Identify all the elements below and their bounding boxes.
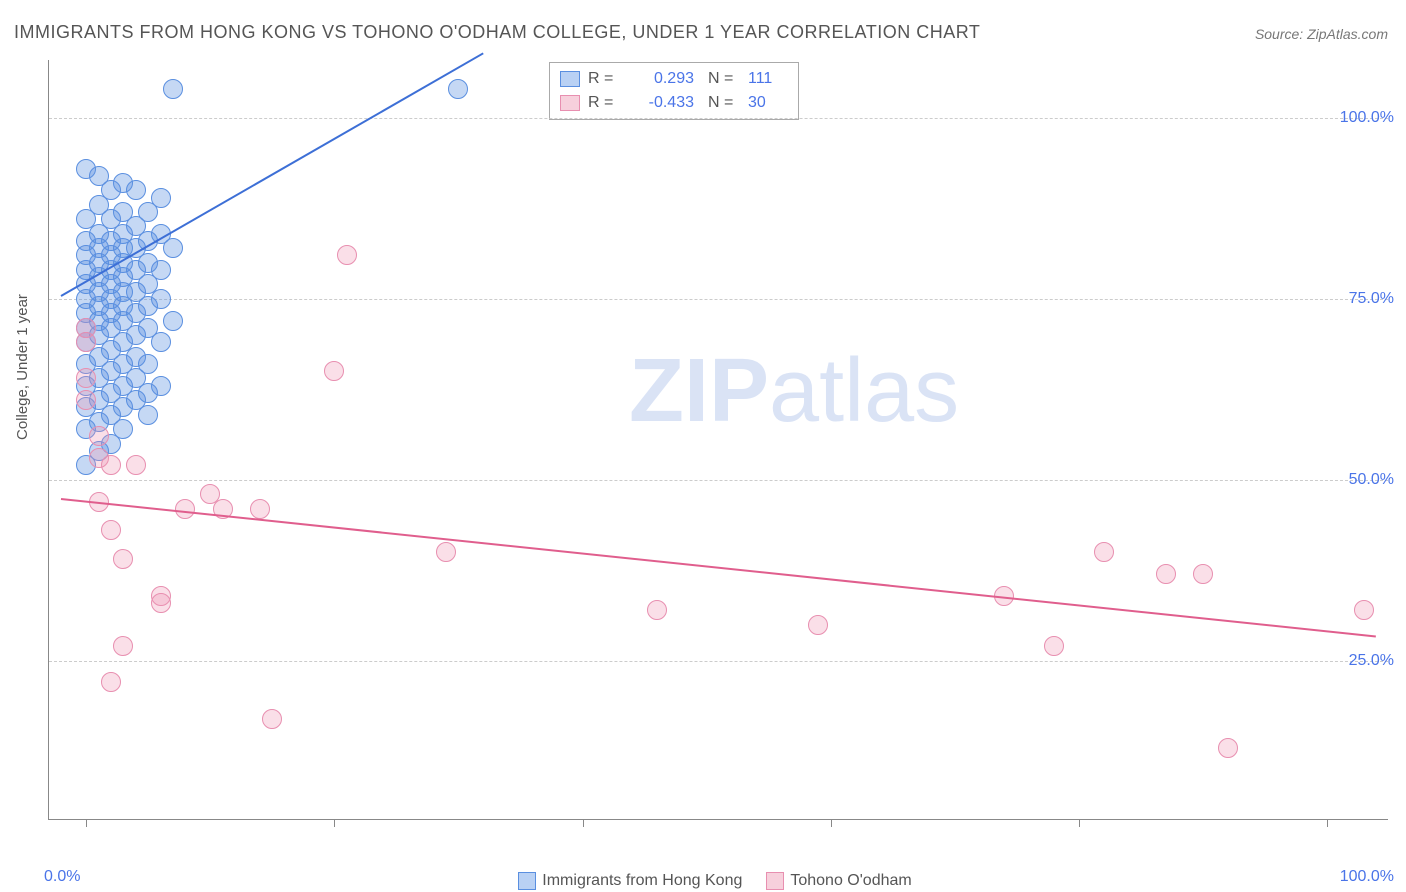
legend-r-label: R =	[588, 67, 626, 91]
data-point	[151, 593, 171, 613]
x-tick	[831, 819, 832, 827]
data-point	[101, 455, 121, 475]
data-point	[163, 79, 183, 99]
legend-swatch	[766, 872, 784, 890]
data-point	[76, 368, 96, 388]
data-point	[262, 709, 282, 729]
data-point	[448, 79, 468, 99]
legend-row: R =0.293 N =111	[560, 67, 788, 91]
data-point	[436, 542, 456, 562]
data-point	[113, 549, 133, 569]
data-point	[151, 332, 171, 352]
x-tick	[583, 819, 584, 827]
gridline	[49, 299, 1388, 300]
legend-swatch	[518, 872, 536, 890]
gridline	[49, 118, 1388, 119]
data-point	[1193, 564, 1213, 584]
data-point	[138, 405, 158, 425]
x-tick	[334, 819, 335, 827]
data-point	[337, 245, 357, 265]
x-tick	[1327, 819, 1328, 827]
data-point	[808, 615, 828, 635]
watermark-atlas: atlas	[769, 341, 959, 441]
data-point	[163, 238, 183, 258]
legend-swatch	[560, 71, 580, 87]
data-point	[175, 499, 195, 519]
gridline	[49, 661, 1388, 662]
legend-r-value: -0.433	[626, 91, 694, 115]
legend-label: Immigrants from Hong Kong	[542, 872, 742, 889]
data-point	[101, 520, 121, 540]
data-point	[1094, 542, 1114, 562]
data-point	[101, 672, 121, 692]
data-point	[1156, 564, 1176, 584]
data-point	[76, 332, 96, 352]
data-point	[163, 311, 183, 331]
legend-r-value: 0.293	[626, 67, 694, 91]
legend-n-label: N =	[708, 91, 748, 115]
gridline	[49, 480, 1388, 481]
data-point	[647, 600, 667, 620]
legend-row: R =-0.433 N =30	[560, 91, 788, 115]
x-tick	[86, 819, 87, 827]
legend-r-label: R =	[588, 91, 626, 115]
data-point	[1354, 600, 1374, 620]
trend-line	[61, 498, 1376, 638]
data-point	[324, 361, 344, 381]
stats-legend: R =0.293 N =111 R =-0.433 N =30	[549, 62, 799, 120]
data-point	[250, 499, 270, 519]
data-point	[113, 636, 133, 656]
watermark: ZIPatlas	[629, 340, 959, 443]
legend-n-value: 111	[748, 67, 788, 91]
legend-label: Tohono O'odham	[790, 872, 911, 889]
y-tick-label: 75.0%	[1349, 290, 1394, 308]
data-point	[76, 390, 96, 410]
y-tick-label: 50.0%	[1349, 471, 1394, 489]
bottom-legend: Immigrants from Hong Kong Tohono O'odham	[0, 872, 1406, 890]
y-tick-label: 25.0%	[1349, 652, 1394, 670]
data-point	[1044, 636, 1064, 656]
chart-title: IMMIGRANTS FROM HONG KONG VS TOHONO O'OD…	[14, 22, 980, 43]
y-axis-label: College, Under 1 year	[14, 294, 31, 440]
legend-n-label: N =	[708, 67, 748, 91]
y-tick-label: 100.0%	[1340, 109, 1394, 127]
watermark-zip: ZIP	[629, 341, 769, 441]
data-point	[126, 180, 146, 200]
scatter-plot: ZIPatlas R =0.293 N =111 R =-0.433 N =30	[48, 60, 1388, 820]
legend-n-value: 30	[748, 91, 788, 115]
data-point	[89, 426, 109, 446]
data-point	[126, 455, 146, 475]
x-tick	[1079, 819, 1080, 827]
data-point	[1218, 738, 1238, 758]
source-label: Source: ZipAtlas.com	[1255, 26, 1388, 42]
legend-swatch	[560, 95, 580, 111]
